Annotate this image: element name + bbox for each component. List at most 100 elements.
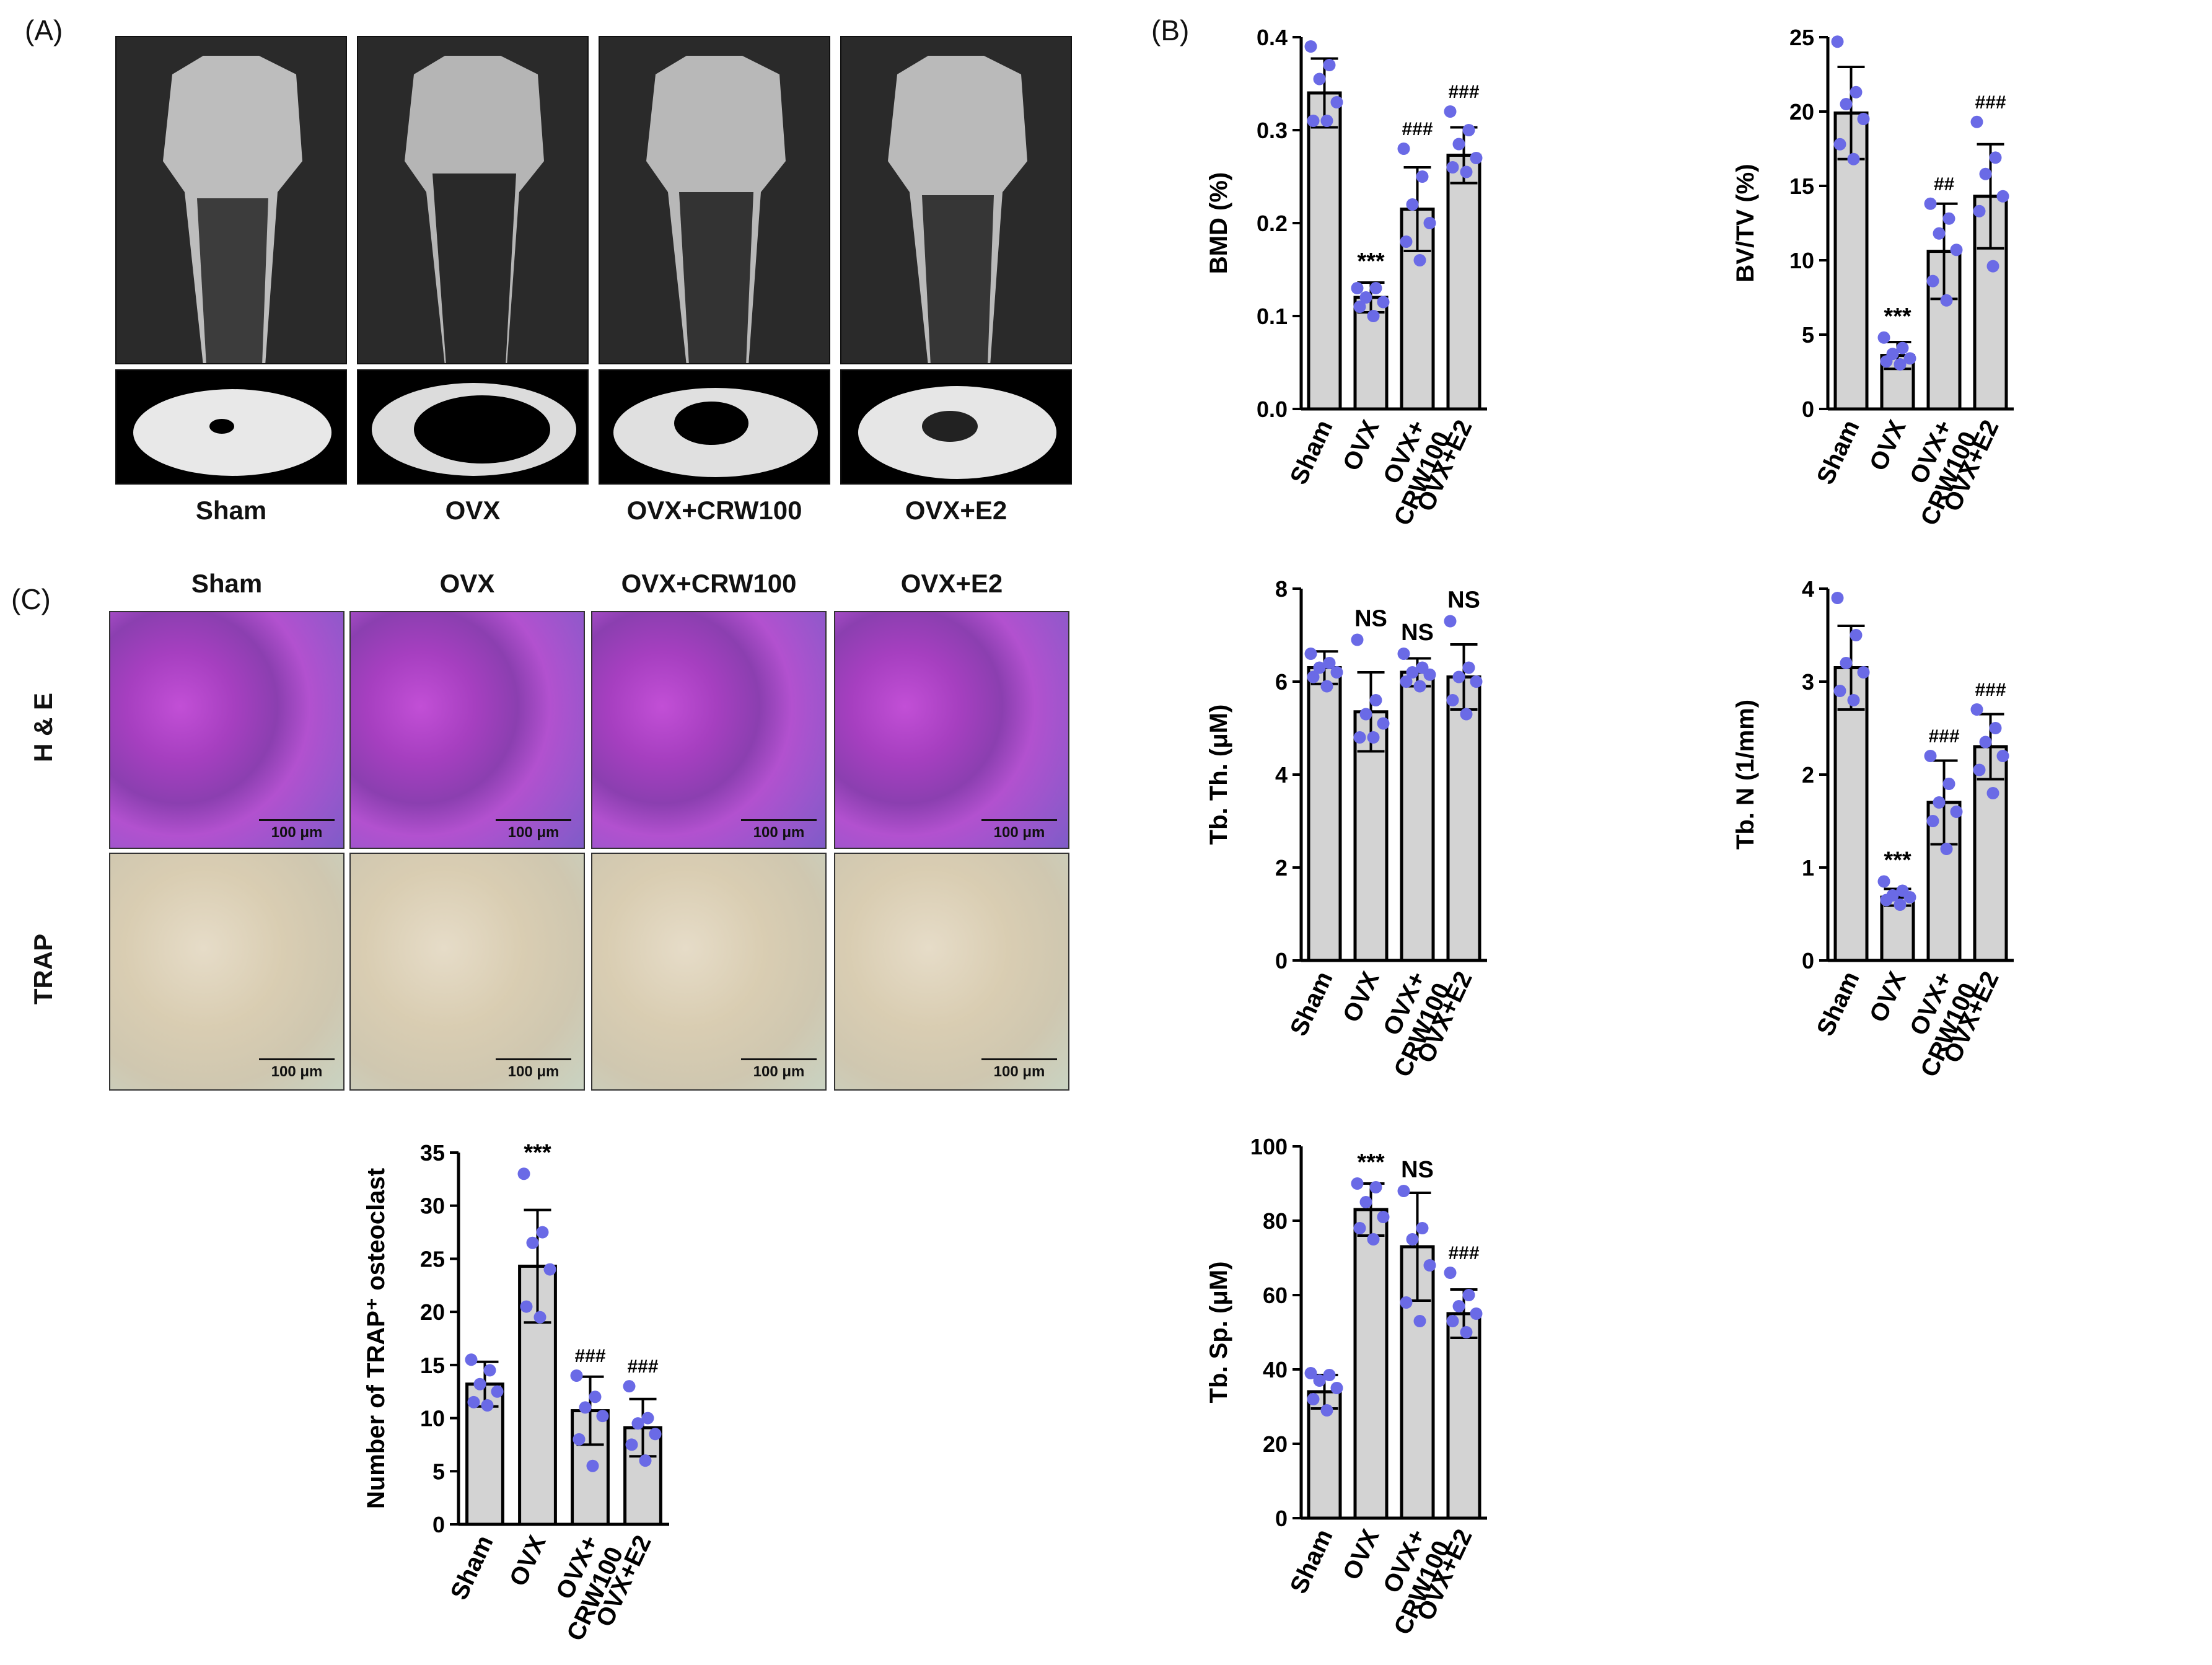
data-point	[1950, 806, 1963, 818]
data-point	[1400, 235, 1413, 248]
data-point	[1940, 843, 1953, 855]
data-point	[1307, 670, 1320, 683]
data-point	[1840, 657, 1853, 669]
y-tick-label: 25	[1789, 25, 1814, 50]
y-tick-label: 1	[1802, 855, 1814, 881]
data-point	[1307, 1393, 1320, 1405]
panel-a-label: (A)	[25, 14, 63, 46]
data-point	[1460, 1326, 1473, 1338]
scale-bar	[259, 1058, 335, 1060]
panel-b-label: (B)	[1151, 14, 1190, 46]
data-point	[1470, 675, 1483, 688]
y-tick-label: 60	[1263, 1283, 1288, 1308]
data-point	[1397, 648, 1410, 660]
ct-caption-ovx: OVX	[445, 496, 501, 525]
x-tick-label: Sham	[1812, 416, 1865, 488]
data-point	[467, 1395, 480, 1408]
ct-caption-sham: Sham	[195, 496, 267, 525]
x-tick-label: OVX	[1338, 967, 1385, 1026]
data-point	[1353, 301, 1366, 313]
trap-image-ovx-e2	[834, 853, 1069, 1091]
data-point	[1313, 72, 1326, 86]
y-tick-label: 80	[1263, 1208, 1288, 1234]
data-point	[1850, 629, 1863, 641]
data-point	[1880, 355, 1893, 368]
data-point	[1307, 115, 1320, 127]
y-tick-label: 10	[420, 1406, 445, 1431]
data-point	[533, 1311, 546, 1324]
scale-bar	[981, 1058, 1057, 1060]
data-point	[1850, 86, 1863, 99]
data-point	[1847, 152, 1860, 165]
y-tick-label: 15	[420, 1353, 445, 1378]
data-point	[1367, 731, 1380, 744]
x-tick-text: Sham	[445, 1531, 499, 1604]
data-point	[1323, 59, 1336, 71]
data-point	[1470, 1307, 1483, 1320]
data-point	[1367, 310, 1380, 322]
data-point	[1351, 1177, 1364, 1190]
data-point	[1406, 198, 1419, 211]
bar	[1833, 666, 1869, 962]
data-point	[536, 1226, 549, 1239]
scale-label: 100 μm	[271, 824, 323, 841]
data-point	[1400, 1296, 1413, 1309]
data-point	[1369, 282, 1382, 294]
bar	[1446, 154, 1481, 411]
data-point	[641, 1412, 654, 1425]
data-point	[586, 1459, 599, 1472]
data-point	[1970, 115, 1983, 128]
scale-bar	[496, 1058, 571, 1060]
x-tick-text: Sham	[1285, 416, 1338, 488]
ct-image-sham	[115, 36, 347, 364]
data-point	[1857, 666, 1870, 679]
y-tick-label: 100	[1250, 1134, 1288, 1159]
scale-label: 100 μm	[753, 1063, 805, 1080]
data-point	[1397, 143, 1410, 155]
data-point	[1351, 282, 1364, 294]
trap-image-ovx-crw100	[591, 853, 827, 1091]
significance-label: ###	[1975, 92, 2006, 113]
hist-header-ovx-e2: OVX+E2	[900, 569, 1003, 598]
trap-image-sham	[109, 853, 345, 1091]
y-tick-label: 8	[1275, 576, 1288, 602]
bar	[1446, 675, 1481, 962]
data-point	[1330, 96, 1343, 108]
x-tick-text: Sham	[1285, 1525, 1338, 1597]
y-tick-label: 2	[1802, 762, 1814, 788]
data-point	[1880, 894, 1893, 907]
data-point	[1831, 592, 1844, 604]
y-tick-label: 40	[1263, 1357, 1288, 1382]
data-point	[1330, 666, 1343, 679]
data-point	[1933, 227, 1946, 240]
data-point	[579, 1401, 592, 1414]
data-point	[1462, 124, 1475, 136]
significance-label: ***	[524, 1140, 551, 1166]
scale-label: 100 μm	[507, 1063, 560, 1080]
x-tick-label: Sham	[1812, 967, 1865, 1040]
data-point	[1926, 815, 1939, 827]
significance-label: ***	[1884, 304, 1911, 330]
data-point	[1416, 170, 1429, 183]
bar	[1353, 1208, 1389, 1520]
data-point	[1924, 750, 1937, 762]
data-point	[520, 1300, 533, 1313]
y-axis-label: Tb. Th. (μM)	[1205, 705, 1232, 845]
he-image-sham	[109, 611, 345, 849]
data-point	[623, 1380, 636, 1393]
data-point	[1452, 670, 1465, 683]
x-tick-text: Sham	[1812, 416, 1865, 488]
ct-caption-ovx-crw100: OVX+CRW100	[626, 496, 802, 525]
data-point	[517, 1167, 530, 1180]
significance-label: ###	[574, 1346, 605, 1366]
data-point	[1924, 197, 1937, 210]
data-point	[1423, 1259, 1436, 1272]
data-point	[1460, 165, 1473, 178]
data-point	[1320, 680, 1333, 693]
data-point	[1369, 1181, 1382, 1193]
data-point	[1330, 1382, 1343, 1394]
significance-label: ***	[1357, 1149, 1385, 1175]
he-image-ovx	[349, 611, 585, 849]
data-point	[1413, 1315, 1426, 1327]
y-tick-label: 0	[1275, 948, 1288, 973]
